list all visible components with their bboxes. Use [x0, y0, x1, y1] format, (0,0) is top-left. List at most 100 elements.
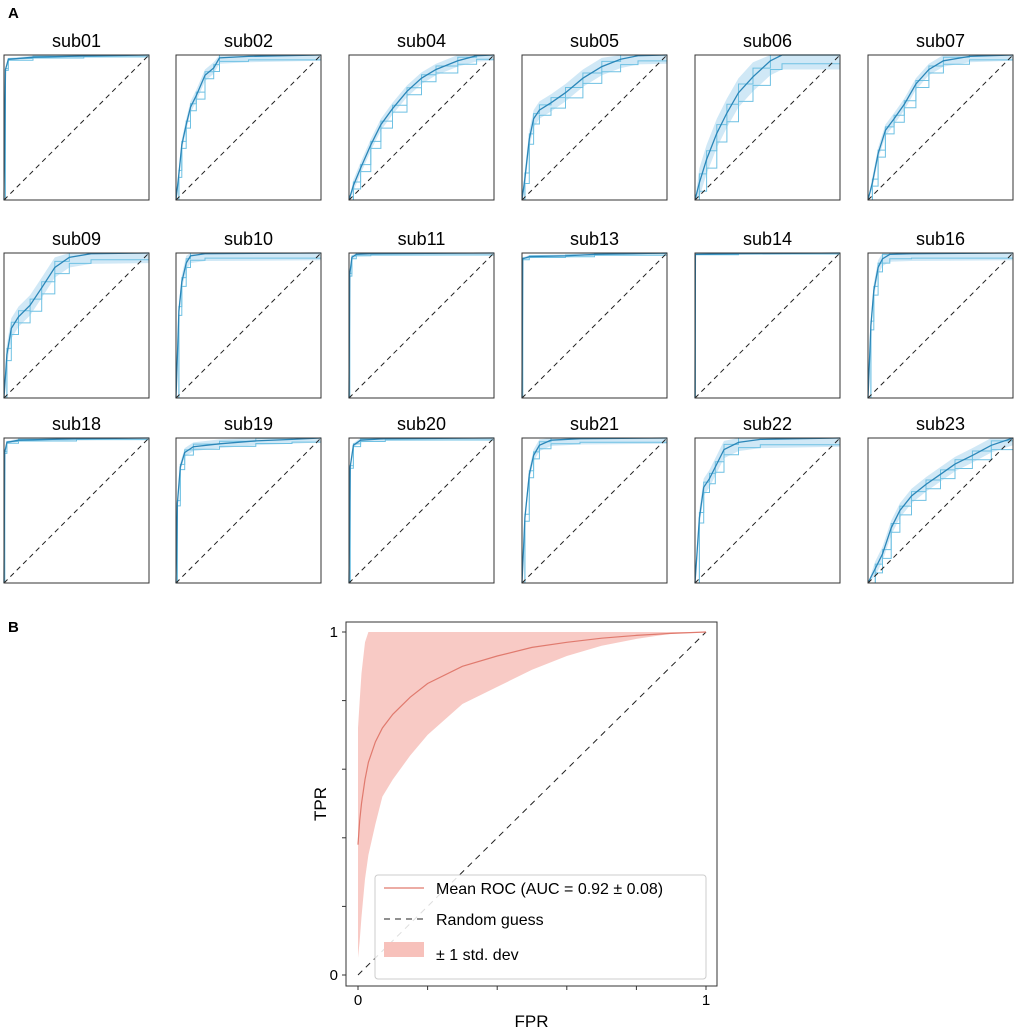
- std-band: [176, 438, 321, 583]
- subplot-sub06: sub06: [694, 31, 841, 201]
- fold-curve-1: [695, 63, 840, 201]
- subplot-frame: [521, 54, 668, 201]
- subplot-sub23: sub23: [867, 414, 1014, 584]
- legend-label: ± 1 std. dev: [436, 947, 519, 964]
- chance-diagonal: [867, 252, 1014, 399]
- subplot-frame: [867, 437, 1014, 584]
- chance-diagonal: [521, 54, 668, 201]
- mean-roc-curve: [694, 54, 840, 201]
- chance-diagonal: [521, 437, 668, 584]
- y-tick-label: 0: [330, 967, 338, 984]
- subplot-sub07: sub07: [867, 31, 1014, 201]
- panel-a-subplots: sub01 sub02 sub04 sub05 sub06 sub07 sub09 sub10…: [3, 31, 1014, 584]
- subplot-frame: [175, 437, 322, 584]
- chance-diagonal: [3, 437, 150, 584]
- std-dev-band: [358, 632, 706, 958]
- panel-b-mean-roc-chart: 0 1 0 1 FPR TPR Mean ROC (AUC = 0.92 ± 0.08) Ra…: [311, 621, 718, 1031]
- mean-roc-curve: [348, 252, 495, 399]
- subplot-sub04: sub04: [348, 31, 495, 201]
- subplot-frame: [175, 54, 322, 201]
- mean-roc-curve: [348, 437, 495, 584]
- subplot-sub02: sub02: [175, 31, 322, 201]
- fold-curve-1: [522, 441, 668, 584]
- subplot-title: sub01: [52, 31, 101, 51]
- mean-roc-curve: [867, 252, 1014, 399]
- mean-roc-curve: [867, 54, 1014, 201]
- subplot-title: sub09: [52, 229, 101, 249]
- std-band: [522, 438, 667, 583]
- subplot-title: sub21: [570, 414, 619, 434]
- subplot-frame: [348, 252, 495, 399]
- fold-curve-2: [4, 252, 149, 399]
- subplot-title: sub05: [570, 31, 619, 51]
- fold-curve-1: [4, 259, 150, 399]
- chance-diagonal: [348, 437, 495, 584]
- mean-roc-curve: [521, 252, 668, 399]
- y-tick-label: 1: [330, 624, 338, 641]
- subplot-frame: [348, 437, 495, 584]
- subplot-frame: [694, 437, 841, 584]
- subplot-title: sub22: [743, 414, 792, 434]
- fold-curve-2: [176, 54, 321, 201]
- subplot-title: sub19: [224, 414, 273, 434]
- mean-roc-curve: [3, 54, 150, 201]
- fold-curve-2: [349, 54, 494, 201]
- chance-diagonal: [867, 437, 1014, 584]
- subplot-frame: [3, 252, 150, 399]
- chance-diagonal: [175, 54, 322, 201]
- y-axis-label: TPR: [311, 787, 330, 821]
- mean-roc-curve: [3, 437, 150, 584]
- legend-box: [374, 874, 707, 980]
- std-band: [522, 55, 667, 200]
- subplot-sub05: sub05: [521, 31, 668, 201]
- subplot-sub20: sub20: [348, 414, 495, 584]
- mean-roc-curve: [175, 437, 322, 584]
- subplot-sub13: sub13: [521, 229, 668, 399]
- subplot-title: sub20: [397, 414, 446, 434]
- mean-roc-curve: [867, 437, 1014, 584]
- mean-roc-curve: [3, 252, 150, 399]
- mean-roc-curve: [348, 54, 495, 201]
- subplot-frame: [867, 252, 1014, 399]
- fold-curve-1: [522, 60, 668, 201]
- chance-diagonal: [3, 54, 150, 201]
- subplot-title: sub10: [224, 229, 273, 249]
- mean-roc-line: [357, 631, 707, 845]
- subplot-frame: [694, 54, 841, 201]
- chance-diagonal: [694, 252, 841, 399]
- subplot-frame: [521, 252, 668, 399]
- mean-roc-curve: [521, 54, 668, 201]
- fold-curve-2: [695, 437, 840, 584]
- subplot-title: sub14: [743, 229, 792, 249]
- subplot-sub19: sub19: [175, 414, 322, 584]
- subplot-sub21: sub21: [521, 414, 668, 584]
- x-axis-label: FPR: [515, 1012, 549, 1031]
- mean-roc-curve: [694, 437, 841, 584]
- legend-swatch-std: [384, 942, 424, 957]
- panel-b-label: B: [8, 619, 19, 636]
- subplot-title: sub07: [916, 31, 965, 51]
- mean-roc-curve: [175, 252, 322, 399]
- subplot-frame: [3, 437, 150, 584]
- chance-diagonal: [175, 437, 322, 584]
- panel-a-label: A: [8, 5, 19, 22]
- subplot-title: sub02: [224, 31, 273, 51]
- subplot-title: sub16: [916, 229, 965, 249]
- subplot-title: sub06: [743, 31, 792, 51]
- std-band: [868, 438, 1013, 583]
- subplot-frame: [521, 437, 668, 584]
- subplot-sub14: sub14: [694, 229, 841, 399]
- legend-label: Mean ROC (AUC = 0.92 ± 0.08): [436, 881, 663, 898]
- fold-curve-2: [868, 54, 1013, 201]
- subplot-title: sub18: [52, 414, 101, 434]
- subplot-sub18: sub18: [3, 414, 150, 584]
- subplot-frame: [694, 252, 841, 399]
- chance-diagonal: [694, 54, 841, 201]
- chance-diagonal: [521, 252, 668, 399]
- subplot-sub10: sub10: [175, 229, 322, 399]
- subplot-frame: [175, 252, 322, 399]
- subplot-frame: [867, 54, 1014, 201]
- subplot-frame: [348, 54, 495, 201]
- x-tick-label: 0: [354, 992, 362, 1009]
